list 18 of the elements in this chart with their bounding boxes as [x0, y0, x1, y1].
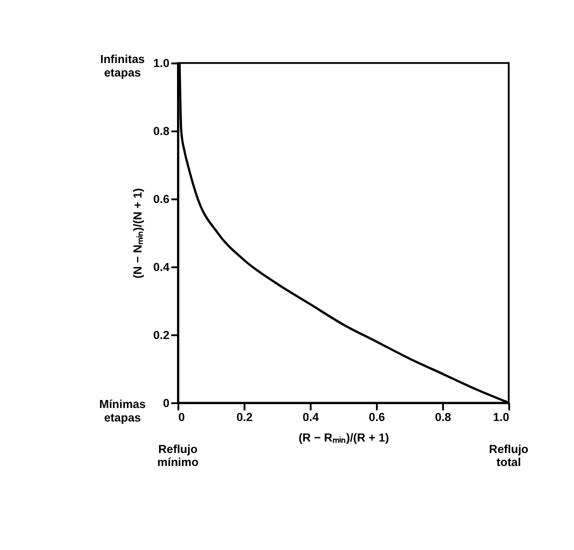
x-tick-label: 1.0: [493, 411, 510, 424]
y-tick-label: 0.4: [153, 260, 170, 274]
text: Infinitas etapas: [100, 52, 145, 80]
y-tick-label: 0.2: [153, 328, 170, 342]
y-tick-label: 0: [162, 396, 170, 410]
text: Reflujo mínimo: [157, 442, 199, 470]
x-tick-label: 0.2: [236, 411, 253, 424]
text: Reflujo total: [489, 442, 528, 470]
y-tick-label: 0.6: [153, 192, 170, 206]
x-tick-label: 0.8: [434, 411, 452, 424]
x-axis-title: (R − Rₘᵢₙ)/(R + 1): [298, 432, 390, 445]
y-tick-label: 1.0: [153, 57, 170, 70]
y-axis-title: (N − Nₘᵢₙ)/(N + 1): [132, 188, 145, 279]
text: Mínimas etapas: [99, 398, 146, 425]
y-tick-label: 0.8: [153, 124, 170, 138]
x-tick-label: 0.6: [368, 411, 386, 424]
x-tick-label: 0.4: [302, 411, 320, 424]
x-tick-label: 0: [178, 411, 185, 424]
